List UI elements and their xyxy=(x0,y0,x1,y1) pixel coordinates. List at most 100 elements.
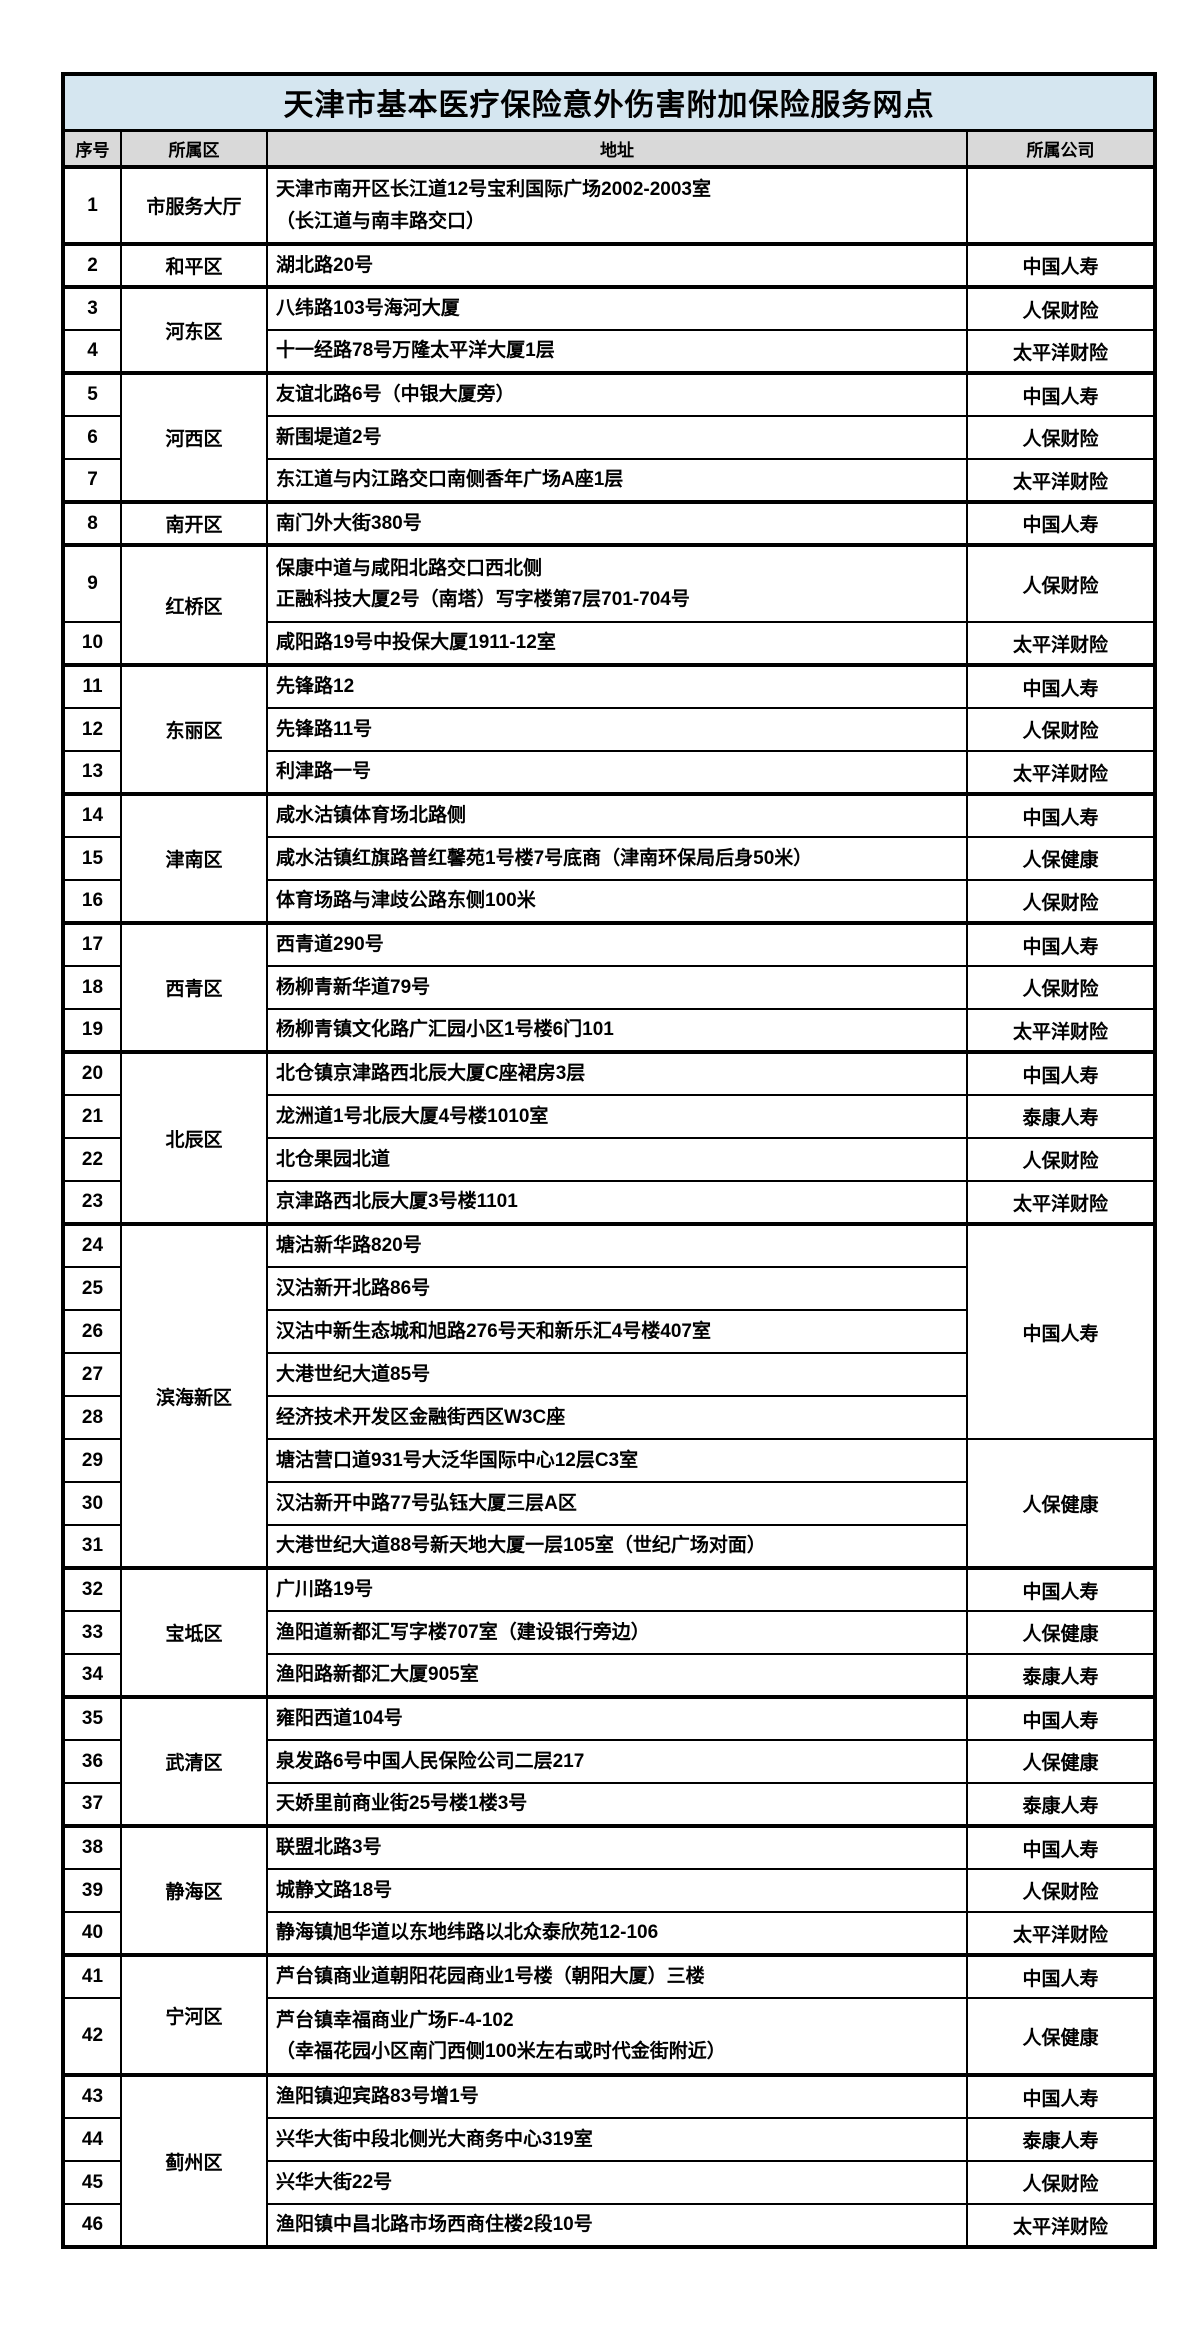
address-cell: 联盟北路3号 xyxy=(266,1824,968,1870)
company-cell: 中国人寿 xyxy=(966,1953,1156,1999)
table-row: 43 蓟州区 渔阳镇迎宾路83号增1号 中国人寿 xyxy=(62,2073,1156,2248)
row-number-cell: 2 xyxy=(62,242,122,288)
row-number-cell: 12 xyxy=(62,707,122,752)
row-number-cell: 38 xyxy=(62,1824,122,1870)
table-row: 34 渔阳路新都汇大厦905室 泰康人寿 xyxy=(62,1653,1156,1698)
company-cell: 人保财险 xyxy=(966,1868,1156,1913)
company-cell: 人保健康 xyxy=(966,1739,1156,1784)
company-cell xyxy=(966,165,1156,245)
address-cell: 西青道290号 xyxy=(266,921,968,967)
address-cell: 塘沽新华路820号 xyxy=(266,1222,968,1268)
column-header-address: 地址 xyxy=(266,129,968,168)
address-cell: 芦台镇商业道朝阳花园商业1号楼（朝阳大厦）三楼 xyxy=(266,1953,968,1999)
address-cell: 广川路19号 xyxy=(266,1566,968,1612)
row-number-cell: 21 xyxy=(62,1094,122,1139)
table-row: 22 北仓果园北道 人保财险 xyxy=(62,1137,1156,1182)
address-cell: 北仓果园北道 xyxy=(266,1137,968,1182)
table-row: 13 利津路一号 太平洋财险 xyxy=(62,750,1156,795)
table-row: 35 武清区 雍阳西道104号 中国人寿 xyxy=(62,1695,1156,1827)
table-row: 41 宁河区 芦台镇商业道朝阳花园商业1号楼（朝阳大厦）三楼 中国人寿 xyxy=(62,1953,1156,2076)
address-cell: 城静文路18号 xyxy=(266,1868,968,1913)
district-cell: 津南区 xyxy=(120,792,268,924)
row-number-cell: 28 xyxy=(62,1395,122,1440)
address-cell: 十一经路78号万隆太平洋大厦1层 xyxy=(266,329,968,374)
row-number-cell: 5 xyxy=(62,371,122,417)
address-cell: 静海镇旭华道以东地纬路以北众泰欣苑12-106 xyxy=(266,1911,968,1956)
table-row: 2 和平区 湖北路20号 中国人寿 xyxy=(62,242,1156,288)
address-cell: 体育场路与津歧公路东侧100米 xyxy=(266,879,968,924)
district-cell: 东丽区 xyxy=(120,663,268,795)
column-header-number: 序号 xyxy=(62,129,122,168)
row-number-cell: 34 xyxy=(62,1653,122,1698)
company-cell: 人保财险 xyxy=(966,2160,1156,2205)
row-number-cell: 25 xyxy=(62,1266,122,1311)
company-cell: 中国人寿 xyxy=(966,1695,1156,1741)
company-cell: 泰康人寿 xyxy=(966,2117,1156,2162)
title-row: 天津市基本医疗保险意外伤害附加保险服务网点 xyxy=(62,73,1156,132)
address-cell: 渔阳道新都汇写字楼707室（建设银行旁边） xyxy=(266,1610,968,1655)
table-row: 29 塘沽营口道931号大泛华国际中心12层C3室 人保健康 xyxy=(62,1438,1156,1569)
district-cell: 和平区 xyxy=(120,242,268,288)
row-number-cell: 13 xyxy=(62,750,122,795)
address-line: 芦台镇幸福商业广场F-4-102 xyxy=(276,2009,514,2031)
table-row: 1 市服务大厅 天津市南开区长江道12号宝利国际广场2002-2003室 （长江道与南… xyxy=(62,165,1156,245)
table-row: 8 南开区 南门外大街380号 中国人寿 xyxy=(62,500,1156,546)
company-cell: 太平洋财险 xyxy=(966,2203,1156,2248)
address-cell: 龙洲道1号北辰大厦4号楼1010室 xyxy=(266,1094,968,1139)
address-cell: 兴华大街中段北侧光大商务中心319室 xyxy=(266,2117,968,2162)
address-cell: 天娇里前商业街25号楼1楼3号 xyxy=(266,1782,968,1827)
table-row: 3 河东区 八纬路103号海河大厦 人保财险 xyxy=(62,285,1156,374)
company-cell: 人保财险 xyxy=(966,879,1156,924)
address-cell: 泉发路6号中国人民保险公司二层217 xyxy=(266,1739,968,1784)
table-row: 4 十一经路78号万隆太平洋大厦1层 太平洋财险 xyxy=(62,329,1156,374)
table-row: 7 东江道与内江路交口南侧香年广场A座1层 太平洋财险 xyxy=(62,458,1156,503)
row-number-cell: 20 xyxy=(62,1050,122,1096)
row-number-cell: 44 xyxy=(62,2117,122,2162)
column-header-district: 所属区 xyxy=(120,129,268,168)
company-cell: 中国人寿 xyxy=(966,1824,1156,1870)
address-cell: 雍阳西道104号 xyxy=(266,1695,968,1741)
row-number-cell: 45 xyxy=(62,2160,122,2205)
row-number-cell: 19 xyxy=(62,1008,122,1053)
company-cell: 人保健康 xyxy=(966,1997,1156,2076)
row-number-cell: 30 xyxy=(62,1481,122,1526)
column-header-company: 所属公司 xyxy=(966,129,1156,168)
row-number-cell: 26 xyxy=(62,1309,122,1354)
address-cell: 东江道与内江路交口南侧香年广场A座1层 xyxy=(266,458,968,503)
table-row: 36 泉发路6号中国人民保险公司二层217 人保健康 xyxy=(62,1739,1156,1784)
row-number-cell: 9 xyxy=(62,543,122,623)
table-row: 27 大港世纪大道85号 xyxy=(62,1352,1155,1397)
address-cell: 京津路西北辰大厦3号楼1101 xyxy=(266,1180,968,1225)
district-cell: 河西区 xyxy=(120,371,268,503)
address-cell: 杨柳青新华道79号 xyxy=(266,965,968,1010)
table-row: 42 芦台镇幸福商业广场F-4-102 （幸福花园小区南门西侧100米左右或时代金街… xyxy=(62,1997,1156,2076)
row-number-cell: 17 xyxy=(62,921,122,967)
company-cell: 人保财险 xyxy=(966,965,1156,1010)
row-number-cell: 14 xyxy=(62,792,122,838)
company-cell: 中国人寿 xyxy=(966,792,1156,838)
table-row: 19 杨柳青镇文化路广汇园小区1号楼6门101 太平洋财险 xyxy=(62,1008,1156,1053)
company-cell: 太平洋财险 xyxy=(966,329,1156,374)
company-cell: 中国人寿 xyxy=(966,1566,1156,1612)
table-row: 44 兴华大街中段北侧光大商务中心319室 泰康人寿 xyxy=(62,2117,1156,2162)
address-cell: 天津市南开区长江道12号宝利国际广场2002-2003室 （长江道与南丰路交口） xyxy=(266,165,968,245)
table-row: 17 西青区 西青道290号 中国人寿 xyxy=(62,921,1156,1053)
company-cell: 人保财险 xyxy=(966,1137,1156,1182)
table-row: 16 体育场路与津歧公路东侧100米 人保财险 xyxy=(62,879,1156,924)
row-number-cell: 35 xyxy=(62,1695,122,1741)
district-cell: 市服务大厅 xyxy=(120,165,268,245)
row-number-cell: 8 xyxy=(62,500,122,546)
address-cell: 八纬路103号海河大厦 xyxy=(266,285,968,331)
table-row: 14 津南区 咸水沽镇体育场北路侧 中国人寿 xyxy=(62,792,1156,924)
table-row: 12 先锋路11号 人保财险 xyxy=(62,707,1156,752)
row-number-cell: 33 xyxy=(62,1610,122,1655)
district-cell: 北辰区 xyxy=(120,1050,268,1225)
address-cell: 渔阳路新都汇大厦905室 xyxy=(266,1653,968,1698)
row-number-cell: 37 xyxy=(62,1782,122,1827)
company-cell: 人保财险 xyxy=(966,415,1156,460)
table-body: 天津市基本医疗保险意外伤害附加保险服务网点 序号 所属区 地址 所属公司 1 市服… xyxy=(62,73,1156,2248)
address-cell: 新围堤道2号 xyxy=(266,415,968,460)
district-cell: 西青区 xyxy=(120,921,268,1053)
header-row: 序号 所属区 地址 所属公司 xyxy=(62,129,1156,168)
company-cell: 太平洋财险 xyxy=(966,621,1156,666)
